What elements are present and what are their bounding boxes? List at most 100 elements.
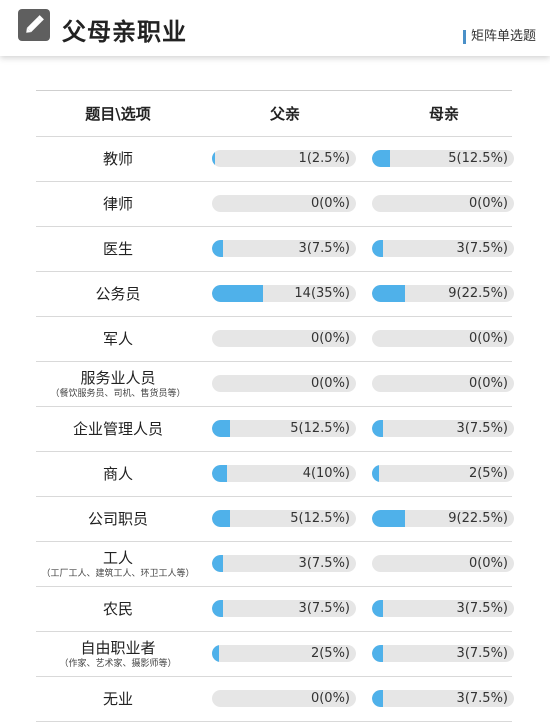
father-count-value: 5(12.5%) bbox=[290, 511, 350, 526]
table-row: 工人 （工厂工人、建筑工人、环卫工人等） 3(7.5%) 0(0%) bbox=[36, 542, 514, 587]
mother-count-value: 0(0%) bbox=[468, 196, 508, 211]
father-progress-bar: 14(35%) bbox=[212, 285, 356, 302]
row-label: 自由职业者 （作家、艺术家、摄影师等） bbox=[36, 632, 200, 676]
row-label: 企业管理人员 bbox=[36, 407, 200, 451]
father-progress-bar: 5(12.5%) bbox=[212, 510, 356, 527]
father-count-value: 0(0%) bbox=[310, 691, 350, 706]
matrix-table: 题目\选项 父亲 母亲 教师 1(2.5%) 5(12.5%) 律师 0(0%) 0(0%… bbox=[36, 90, 514, 722]
row-label-text: 公司职员 bbox=[87, 510, 148, 528]
row-label-text: 企业管理人员 bbox=[72, 420, 163, 438]
table-row: 军人 0(0%) 0(0%) bbox=[36, 317, 514, 362]
mother-progress-fill bbox=[372, 510, 405, 527]
table-row: 自由职业者 （作家、艺术家、摄影师等） 2(5%) 3(7.5%) bbox=[36, 632, 514, 677]
row-label: 军人 bbox=[36, 317, 200, 361]
row-label-text: 教师 bbox=[102, 150, 133, 168]
row-label: 农民 bbox=[36, 587, 200, 631]
row-label: 无业 bbox=[36, 677, 200, 721]
father-progress-fill bbox=[212, 465, 227, 482]
row-label: 公司职员 bbox=[36, 497, 200, 541]
mother-progress-fill bbox=[372, 600, 383, 617]
father-progress-bar: 1(2.5%) bbox=[212, 150, 356, 167]
column-header-father: 父亲 bbox=[269, 105, 300, 123]
father-count-value: 0(0%) bbox=[310, 376, 350, 391]
father-progress-bar: 3(7.5%) bbox=[212, 555, 356, 572]
row-label-note: （工厂工人、建筑工人、环卫工人等） bbox=[41, 568, 195, 579]
row-label-text: 工人 bbox=[102, 548, 133, 567]
row-label: 公务员 bbox=[36, 272, 200, 316]
mother-progress-fill bbox=[372, 645, 383, 662]
mother-progress-bar: 0(0%) bbox=[372, 375, 514, 392]
father-count-value: 4(10%) bbox=[302, 466, 350, 481]
father-progress-bar: 2(5%) bbox=[212, 645, 356, 662]
row-label-text: 服务业人员 bbox=[80, 368, 156, 387]
table-row: 无业 0(0%) 3(7.5%) bbox=[36, 677, 514, 722]
father-count-value: 2(5%) bbox=[310, 646, 350, 661]
mother-progress-bar: 5(12.5%) bbox=[372, 150, 514, 167]
mother-progress-fill bbox=[372, 150, 391, 167]
mother-progress-fill bbox=[372, 240, 383, 257]
row-label: 教师 bbox=[36, 137, 200, 181]
mother-count-value: 3(7.5%) bbox=[456, 421, 508, 436]
table-row: 医生 3(7.5%) 3(7.5%) bbox=[36, 227, 514, 272]
column-header-mother: 母亲 bbox=[428, 105, 459, 123]
father-progress-bar: 3(7.5%) bbox=[212, 600, 356, 617]
father-progress-bar: 0(0%) bbox=[212, 195, 356, 212]
pencil-icon bbox=[18, 9, 50, 41]
row-label-text: 农民 bbox=[102, 600, 133, 618]
father-progress-fill bbox=[212, 150, 215, 167]
mother-progress-bar: 3(7.5%) bbox=[372, 690, 514, 707]
row-label-text: 无业 bbox=[102, 690, 133, 708]
father-progress-bar: 4(10%) bbox=[212, 465, 356, 482]
row-label: 医生 bbox=[36, 227, 200, 271]
mother-count-value: 5(12.5%) bbox=[448, 151, 508, 166]
mother-progress-bar: 0(0%) bbox=[372, 555, 514, 572]
table-row: 企业管理人员 5(12.5%) 3(7.5%) bbox=[36, 407, 514, 452]
mother-progress-bar: 9(22.5%) bbox=[372, 285, 514, 302]
father-progress-fill bbox=[212, 240, 224, 257]
mother-count-value: 0(0%) bbox=[468, 376, 508, 391]
page-title: 父母亲职业 bbox=[62, 18, 187, 46]
father-count-value: 1(2.5%) bbox=[298, 151, 350, 166]
row-label-text: 商人 bbox=[102, 465, 133, 483]
row-label: 商人 bbox=[36, 452, 200, 496]
mother-progress-bar: 3(7.5%) bbox=[372, 645, 514, 662]
father-count-value: 0(0%) bbox=[310, 196, 350, 211]
mother-progress-fill bbox=[372, 465, 380, 482]
table-row: 农民 3(7.5%) 3(7.5%) bbox=[36, 587, 514, 632]
row-label-note: （餐饮服务员、司机、售货员等） bbox=[50, 388, 186, 399]
mother-progress-bar: 2(5%) bbox=[372, 465, 514, 482]
row-label: 工人 （工厂工人、建筑工人、环卫工人等） bbox=[36, 542, 200, 586]
father-count-value: 0(0%) bbox=[310, 331, 350, 346]
father-progress-fill bbox=[212, 285, 264, 302]
table-header-row: 题目\选项 父亲 母亲 bbox=[36, 91, 512, 137]
mother-progress-bar: 9(22.5%) bbox=[372, 510, 514, 527]
column-header-question: 题目\选项 bbox=[85, 105, 151, 123]
table-row: 商人 4(10%) 2(5%) bbox=[36, 452, 514, 497]
row-label-text: 公务员 bbox=[95, 285, 141, 303]
row-label-text: 律师 bbox=[102, 195, 133, 213]
row-label-text: 军人 bbox=[102, 330, 133, 348]
mother-progress-fill bbox=[372, 285, 405, 302]
father-count-value: 3(7.5%) bbox=[298, 556, 350, 571]
father-progress-fill bbox=[212, 645, 220, 662]
mother-progress-fill bbox=[372, 690, 383, 707]
row-label: 律师 bbox=[36, 182, 200, 226]
father-progress-bar: 0(0%) bbox=[212, 690, 356, 707]
father-progress-fill bbox=[212, 510, 231, 527]
father-count-value: 3(7.5%) bbox=[298, 241, 350, 256]
table-row: 服务业人员 （餐饮服务员、司机、售货员等） 0(0%) 0(0%) bbox=[36, 362, 514, 407]
table-row: 教师 1(2.5%) 5(12.5%) bbox=[36, 137, 514, 182]
row-label: 服务业人员 （餐饮服务员、司机、售货员等） bbox=[36, 362, 200, 406]
row-label-text: 医生 bbox=[102, 240, 133, 258]
father-progress-fill bbox=[212, 600, 224, 617]
mother-count-value: 3(7.5%) bbox=[456, 241, 508, 256]
table-row: 公务员 14(35%) 9(22.5%) bbox=[36, 272, 514, 317]
father-progress-bar: 3(7.5%) bbox=[212, 240, 356, 257]
mother-count-value: 9(22.5%) bbox=[448, 511, 508, 526]
mother-progress-bar: 3(7.5%) bbox=[372, 240, 514, 257]
question-type-label: 矩阵单选题 bbox=[462, 30, 536, 44]
father-progress-fill bbox=[212, 555, 224, 572]
mother-count-value: 0(0%) bbox=[468, 556, 508, 571]
father-progress-bar: 5(12.5%) bbox=[212, 420, 356, 437]
mother-progress-bar: 3(7.5%) bbox=[372, 420, 514, 437]
